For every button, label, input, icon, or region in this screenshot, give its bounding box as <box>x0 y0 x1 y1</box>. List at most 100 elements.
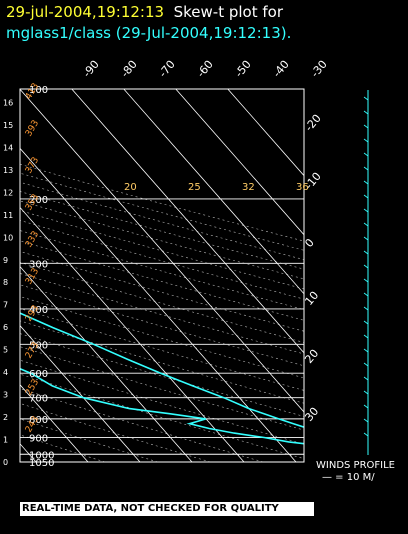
dewpoint-profile-line <box>20 367 304 445</box>
pressure-tick-label: 1050 <box>29 458 54 469</box>
dry-adiabat <box>20 251 304 332</box>
isotherm-line <box>20 147 297 462</box>
top-temperature-tick: -90 <box>80 58 102 80</box>
dry-adiabat <box>20 261 304 343</box>
dry-adiabat <box>20 333 304 417</box>
pressure-tick-label: 900 <box>29 434 48 445</box>
wind-barb <box>363 152 369 157</box>
theta-label: 373 <box>24 156 41 176</box>
wind-barb <box>363 96 369 101</box>
pressure-tick-label: 300 <box>29 259 48 270</box>
dry-adiabat <box>20 320 304 404</box>
header: 29-jul-2004,19:12:13 Skew-t plot for mgl… <box>6 2 406 44</box>
isotherm-line <box>71 89 304 354</box>
isotherm-line <box>20 384 89 462</box>
dry-adiabat <box>20 359 304 445</box>
dry-adiabat <box>20 346 304 431</box>
km-tick-label: 12 <box>3 188 13 197</box>
km-tick-label: 14 <box>3 143 13 152</box>
dry-adiabat <box>20 273 304 355</box>
km-tick-label: 9 <box>3 256 8 265</box>
mixing-ratio-label: 25 <box>188 182 201 193</box>
dry-adiabat <box>20 163 304 242</box>
pressure-tick-label: 500 <box>29 340 48 351</box>
top-temperature-tick: -60 <box>194 58 216 80</box>
pressure-tick-label: 700 <box>29 394 48 405</box>
pressure-tick-label: 400 <box>29 305 48 316</box>
wind-barb <box>363 320 369 325</box>
km-tick-label: 11 <box>3 211 13 220</box>
wind-barb <box>363 194 369 199</box>
wind-barb <box>363 110 369 115</box>
km-tick-label: 10 <box>3 233 13 242</box>
wind-barb <box>363 334 369 339</box>
wind-barb <box>363 348 369 353</box>
top-temperature-tick: -50 <box>232 58 254 80</box>
dry-adiabat <box>20 172 304 251</box>
wind-barb <box>363 236 369 241</box>
mixing-ratio-label: 36 <box>296 182 309 193</box>
km-tick-label: 4 <box>3 368 8 377</box>
wind-barb <box>363 222 369 227</box>
km-tick-label: 1 <box>3 436 8 445</box>
dry-adiabat <box>20 181 304 260</box>
dry-adiabat <box>20 434 106 462</box>
quality-warning: REAL-TIME DATA, NOT CHECKED FOR QUALITY <box>20 502 314 516</box>
isotherm-line <box>123 89 304 295</box>
header-line-1: 29-jul-2004,19:12:13 Skew-t plot for <box>6 2 406 23</box>
isotherm-line <box>20 325 141 462</box>
wind-barb <box>363 292 369 297</box>
pressure-tick-label: 1000 <box>29 450 54 461</box>
mixing-ratio-label: 20 <box>124 182 137 193</box>
top-temperature-tick: -70 <box>156 58 178 80</box>
pressure-tick-label: 200 <box>29 195 48 206</box>
dry-adiabat <box>20 191 304 270</box>
isotherm-line <box>227 89 304 177</box>
mixing-ratio-label: 32 <box>242 182 255 193</box>
dry-adiabat <box>20 418 158 462</box>
dry-adiabat <box>20 240 304 321</box>
wind-barb <box>363 166 369 171</box>
wind-barb <box>363 390 369 395</box>
plot-frame <box>19 88 305 463</box>
top-temperature-tick: -30 <box>308 58 330 80</box>
wind-barb <box>363 306 369 311</box>
temperature-profile-line <box>20 312 304 428</box>
right-temperature-tick: -20 <box>302 112 324 134</box>
winds-scale-label: — = 10 M/ <box>322 472 375 483</box>
dry-adiabat <box>20 373 304 459</box>
dry-adiabat <box>20 284 304 367</box>
wind-barb <box>363 376 369 381</box>
dry-adiabat <box>20 200 304 280</box>
km-tick-label: 8 <box>3 278 8 287</box>
winds-profile-label: WINDS PROFILE <box>316 460 395 471</box>
km-tick-label: 5 <box>3 346 8 355</box>
isotherm-line <box>175 89 304 236</box>
isotherm-line <box>20 89 304 413</box>
wind-barb <box>363 278 369 283</box>
isotherm-line <box>20 265 193 462</box>
pressure-tick-label: 800 <box>29 415 48 426</box>
plot-area <box>20 89 304 462</box>
isotherm-line <box>20 206 245 462</box>
km-tick-label: 16 <box>3 98 13 107</box>
sounding-date: 29-jul-2004,19:12:13 <box>6 3 165 21</box>
wind-barb <box>363 418 369 423</box>
top-temperature-tick: -80 <box>118 58 140 80</box>
right-temperature-tick: 20 <box>302 347 321 366</box>
right-temperature-tick: 0 <box>302 236 316 250</box>
top-temperature-tick: -40 <box>270 58 292 80</box>
wind-barb <box>363 264 369 269</box>
wind-barb <box>363 124 369 129</box>
km-tick-label: 13 <box>3 166 13 175</box>
wind-barb <box>363 208 369 213</box>
wind-barb <box>363 362 369 367</box>
km-tick-label: 15 <box>3 121 13 130</box>
dry-adiabat <box>20 308 304 391</box>
station-subtitle: mglass1/class (29-Jul-2004,19:12:13). <box>6 24 292 42</box>
dry-adiabat <box>20 296 304 379</box>
km-tick-label: 0 <box>3 458 8 467</box>
wind-barb <box>363 180 369 185</box>
km-tick-label: 3 <box>3 391 8 400</box>
